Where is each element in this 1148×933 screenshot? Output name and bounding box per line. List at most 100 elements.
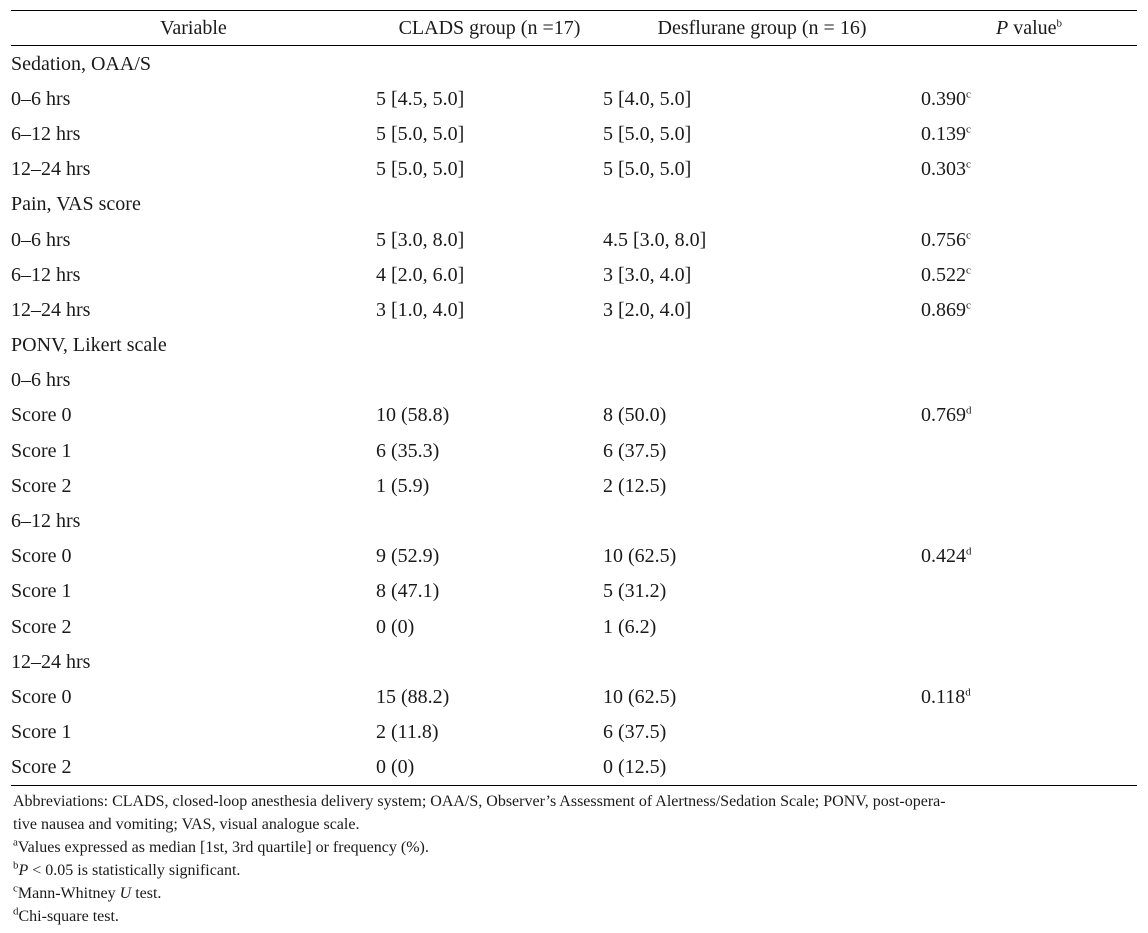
header-clads-group: CLADS group (n =17) (376, 10, 603, 46)
results-table: Variable CLADS group (n =17) Desflurane … (11, 10, 1137, 786)
table-header: Variable CLADS group (n =17) Desflurane … (11, 10, 1137, 46)
footnote-c-text-before: Mann-Whitney (17, 885, 120, 902)
table-row: 0–6 hrs 5 [4.5, 5.0] 5 [4.0, 5.0] 0.390c (11, 81, 1137, 116)
p-value: 0.522 (921, 263, 966, 286)
p-value-cell (921, 749, 1137, 786)
desflurane-value: 2 (12.5) (603, 474, 667, 497)
row-label: Score 2 (11, 749, 376, 786)
clads-value: 5 [5.0, 5.0] (376, 122, 465, 145)
row-label: Score 2 (11, 474, 72, 497)
clads-value: 5 [4.5, 5.0] (376, 87, 465, 110)
desflurane-value: 0 (12.5) (603, 749, 921, 786)
row-label: 6–12 hrs (11, 122, 81, 145)
footnote-d-mark: d (13, 905, 19, 918)
header-variable: Variable (11, 10, 376, 46)
table-row: Score 2 0 (0) 1 (6.2) (11, 609, 1137, 644)
p-value-footnote-mark: d (965, 686, 971, 699)
p-value-cell: 0.756c (921, 222, 1137, 257)
row-label: Score 0 (11, 404, 72, 427)
p-value-cell: 0.390c (921, 81, 1137, 116)
p-value-cell (921, 46, 1137, 82)
row-label: 12–24 hrs (11, 650, 91, 673)
footnote-a: aValues expressed as median [1st, 3rd qu… (13, 836, 1138, 859)
desflurane-value (603, 644, 921, 679)
table-row: 12–24 hrs 5 [5.0, 5.0] 5 [5.0, 5.0] 0.303c (11, 152, 1137, 187)
p-value: 0.303 (921, 158, 966, 181)
clads-value (376, 363, 603, 398)
clads-value (376, 328, 603, 363)
footnote-c-mark: c (13, 882, 18, 895)
row-label: Pain, VAS score (11, 193, 141, 216)
table-row: Score 2 1 (5.9) 2 (12.5) (11, 468, 1137, 503)
row-label: 0–6 hrs (11, 87, 71, 110)
p-value-cell (921, 468, 1137, 503)
table-row: 6–12 hrs 5 [5.0, 5.0] 5 [5.0, 5.0] 0.139c (11, 116, 1137, 151)
clads-value (376, 46, 603, 82)
header-p-italic: P (995, 17, 1009, 39)
p-value-footnote-mark: c (966, 88, 971, 101)
desflurane-value: 6 (37.5) (603, 721, 667, 744)
p-value: 0.118 (921, 685, 966, 708)
p-value-cell (921, 503, 1137, 538)
footnote-d: dChi-square test. (13, 905, 1138, 928)
p-value-cell: 0.424d (921, 539, 1137, 574)
p-value-cell (921, 187, 1137, 222)
footnote-b: bP < 0.05 is statistically significant. (13, 859, 1138, 882)
p-value-cell (921, 433, 1137, 468)
p-value: 0.139 (921, 122, 966, 145)
table-row: Score 0 10 (58.8) 8 (50.0) 0.769d (11, 398, 1137, 433)
row-label: 0–6 hrs (11, 369, 71, 392)
table-row: 0–6 hrs 5 [3.0, 8.0] 4.5 [3.0, 8.0] 0.756c (11, 222, 1137, 257)
table-row: 12–24 hrs (11, 644, 1137, 679)
row-label: Sedation, OAA/S (11, 52, 151, 75)
clads-value: 3 [1.0, 4.0] (376, 298, 465, 321)
table-row: Score 0 9 (52.9) 10 (62.5) 0.424d (11, 539, 1137, 574)
footnote-d-text: Chi-square test. (18, 908, 119, 925)
footnote-c: cMann-Whitney U test. (13, 882, 1138, 905)
table-body: Sedation, OAA/S 0–6 hrs 5 [4.5, 5.0] 5 [4.0… (11, 46, 1137, 786)
p-value-footnote-mark: c (966, 123, 971, 136)
p-value-footnote-mark: c (966, 299, 971, 312)
p-value-cell: 0.118d (921, 679, 1137, 714)
p-value-cell (921, 363, 1137, 398)
clads-value: 15 (88.2) (376, 685, 450, 708)
desflurane-value (603, 187, 921, 222)
footnote-c-text-after: test. (131, 885, 162, 902)
p-value-footnote-mark: c (966, 158, 971, 171)
table-footnotes: Abbreviations: CLADS, closed-loop anesth… (13, 790, 1138, 928)
row-label: Score 2 (11, 615, 72, 638)
clads-value (376, 644, 603, 679)
table-row: Pain, VAS score (11, 187, 1137, 222)
p-value-cell (921, 609, 1137, 644)
desflurane-value: 6 (37.5) (603, 439, 667, 462)
table-row: 0–6 hrs (11, 363, 1137, 398)
clads-value: 2 (11.8) (376, 721, 439, 744)
p-value-cell: 0.869c (921, 292, 1137, 327)
desflurane-value (603, 363, 921, 398)
p-value-cell (921, 644, 1137, 679)
desflurane-value: 3 [3.0, 4.0] (603, 263, 692, 286)
clads-value: 10 (58.8) (376, 404, 450, 427)
desflurane-value: 10 (62.5) (603, 685, 677, 708)
p-value-footnote-mark: c (966, 228, 971, 241)
p-value: 0.756 (921, 228, 966, 251)
desflurane-value: 1 (6.2) (603, 615, 657, 638)
abbreviations-line-1: Abbreviations: CLADS, closed-loop anesth… (13, 793, 946, 810)
row-label: 6–12 hrs (11, 263, 81, 286)
clads-value: 0 (0) (376, 749, 603, 786)
p-value: 0.424 (921, 545, 966, 568)
desflurane-value: 8 (50.0) (603, 404, 667, 427)
table-row: Sedation, OAA/S (11, 46, 1137, 82)
desflurane-value (603, 503, 921, 538)
footnote-b-italic: P (18, 862, 29, 879)
row-label: Score 0 (11, 545, 72, 568)
table-row: 6–12 hrs 4 [2.0, 6.0] 3 [3.0, 4.0] 0.522c (11, 257, 1137, 292)
desflurane-value: 5 [4.0, 5.0] (603, 87, 692, 110)
header-desflurane-group: Desflurane group (n = 16) (603, 10, 921, 46)
clads-value: 6 (35.3) (376, 439, 440, 462)
abbreviations-note: Abbreviations: CLADS, closed-loop anesth… (13, 790, 1138, 836)
p-value: 0.869 (921, 298, 966, 321)
desflurane-value (603, 46, 921, 82)
